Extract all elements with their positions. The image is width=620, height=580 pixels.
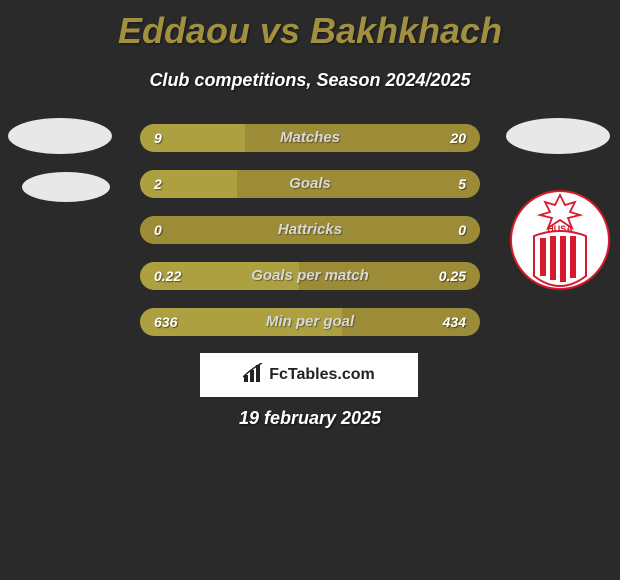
date-text: 19 february 2025 <box>0 408 620 429</box>
bar-row: 0.22 Goals per match 0.25 <box>140 262 480 290</box>
left-player-badge <box>8 118 112 220</box>
bar-value-right: 0 <box>458 216 466 244</box>
bar-row: 9 Matches 20 <box>140 124 480 152</box>
bar-row: 636 Min per goal 434 <box>140 308 480 336</box>
svg-text:HUSA: HUSA <box>547 224 573 234</box>
bar-row: 0 Hattricks 0 <box>140 216 480 244</box>
bar-value-right: 20 <box>450 124 466 152</box>
bar-value-right: 434 <box>443 308 466 336</box>
bar-row: 2 Goals 5 <box>140 170 480 198</box>
ellipse-placeholder <box>22 172 110 202</box>
bar-chart-icon <box>243 363 265 383</box>
logo-text: FcTables.com <box>269 366 375 383</box>
bar-label: Hattricks <box>140 216 480 244</box>
fctables-logo: FcTables.com <box>200 353 418 397</box>
page-title: Eddaou vs Bakhkhach <box>0 0 620 52</box>
right-player-badge <box>506 118 610 172</box>
bar-value-right: 0.25 <box>439 262 466 290</box>
comparison-bars: 9 Matches 20 2 Goals 5 0 Hattricks 0 0.2… <box>140 124 480 354</box>
bar-label: Goals per match <box>140 262 480 290</box>
ellipse-placeholder <box>8 118 112 154</box>
subtitle: Club competitions, Season 2024/2025 <box>0 70 620 91</box>
ellipse-placeholder <box>506 118 610 154</box>
bar-label: Min per goal <box>140 308 480 336</box>
bar-label: Goals <box>140 170 480 198</box>
club-crest-icon: HUSA <box>510 180 610 300</box>
bar-label: Matches <box>140 124 480 152</box>
bar-value-right: 5 <box>458 170 466 198</box>
